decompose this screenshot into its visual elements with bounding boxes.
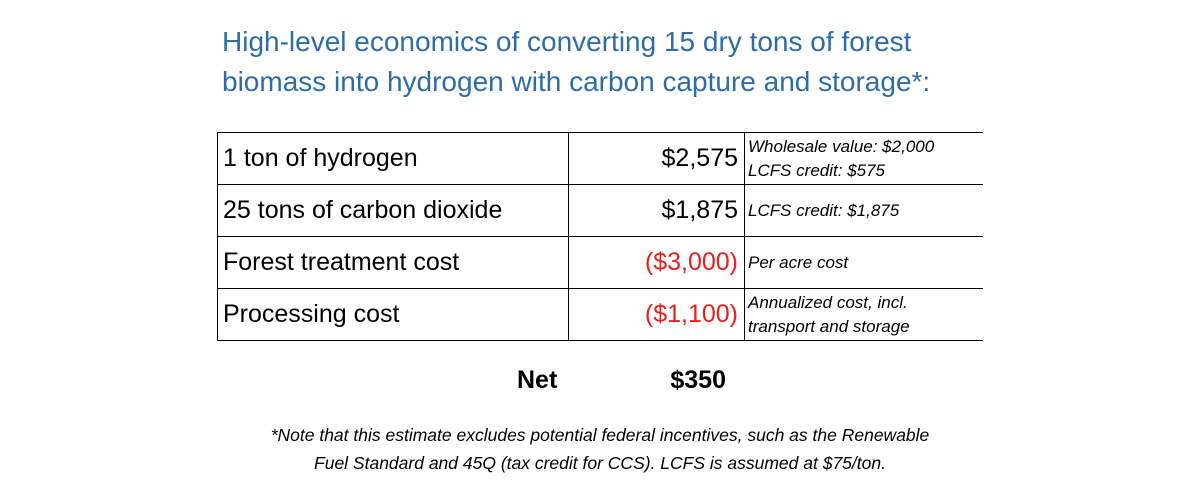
table-row: Processing cost ($1,100) Annualized cost…: [217, 288, 983, 341]
row-note-hydrogen: Wholesale value: $2,000 LCFS credit: $57…: [744, 132, 983, 185]
title-line-2: biomass into hydrogen with carbon captur…: [222, 66, 931, 97]
note-line: LCFS credit: $1,875: [748, 200, 900, 220]
footnote: *Note that this estimate excludes potent…: [200, 421, 1000, 477]
row-label-hydrogen: 1 ton of hydrogen: [217, 132, 569, 185]
footnote-line-2: Fuel Standard and 45Q (tax credit for CC…: [314, 453, 886, 473]
row-value-forest-treatment: ($3,000): [568, 236, 745, 289]
page-title: High-level economics of converting 15 dr…: [222, 22, 1042, 102]
economics-table: 1 ton of hydrogen $2,575 Wholesale value…: [217, 132, 983, 341]
note-line: LCFS credit: $575: [748, 160, 886, 180]
net-label: Net: [517, 366, 558, 394]
title-line-1: High-level economics of converting 15 dr…: [222, 26, 912, 57]
table-row: 25 tons of carbon dioxide $1,875 LCFS cr…: [217, 184, 983, 237]
row-note-processing: Annualized cost, incl. transport and sto…: [744, 288, 983, 341]
net-value: $350: [670, 366, 726, 394]
note-line: transport and storage: [748, 316, 910, 336]
row-value-processing: ($1,100): [568, 288, 745, 341]
row-note-forest-treatment: Per acre cost: [744, 236, 983, 289]
footnote-line-1: *Note that this estimate excludes potent…: [270, 425, 930, 445]
table-row: Forest treatment cost ($3,000) Per acre …: [217, 236, 983, 289]
row-value-hydrogen: $2,575: [568, 132, 745, 185]
row-label-processing: Processing cost: [217, 288, 569, 341]
row-label-carbon-dioxide: 25 tons of carbon dioxide: [217, 184, 569, 237]
note-line: Annualized cost, incl.: [748, 292, 908, 312]
row-label-forest-treatment: Forest treatment cost: [217, 236, 569, 289]
table-row: 1 ton of hydrogen $2,575 Wholesale value…: [217, 132, 983, 185]
note-line: Wholesale value: $2,000: [748, 136, 935, 156]
row-value-carbon-dioxide: $1,875: [568, 184, 745, 237]
note-line: Per acre cost: [748, 252, 849, 272]
row-note-carbon-dioxide: LCFS credit: $1,875: [744, 184, 983, 237]
